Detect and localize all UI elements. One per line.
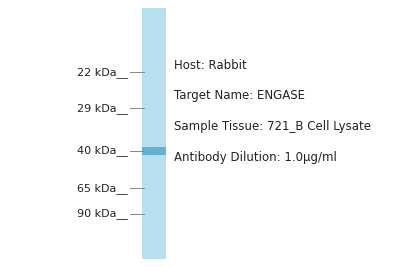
Text: 29 kDa__: 29 kDa__ — [77, 103, 128, 113]
Text: Target Name: ENGASE: Target Name: ENGASE — [174, 89, 305, 103]
Text: Host: Rabbit: Host: Rabbit — [174, 59, 247, 72]
Text: 65 kDa__: 65 kDa__ — [77, 183, 128, 194]
Text: 22 kDa__: 22 kDa__ — [77, 67, 128, 77]
Bar — [142, 147, 166, 155]
Text: 90 kDa__: 90 kDa__ — [77, 208, 128, 219]
Text: 40 kDa__: 40 kDa__ — [77, 146, 128, 156]
Bar — [142, 8, 166, 259]
Text: Antibody Dilution: 1.0µg/ml: Antibody Dilution: 1.0µg/ml — [174, 151, 337, 164]
Text: Sample Tissue: 721_B Cell Lysate: Sample Tissue: 721_B Cell Lysate — [174, 120, 371, 133]
